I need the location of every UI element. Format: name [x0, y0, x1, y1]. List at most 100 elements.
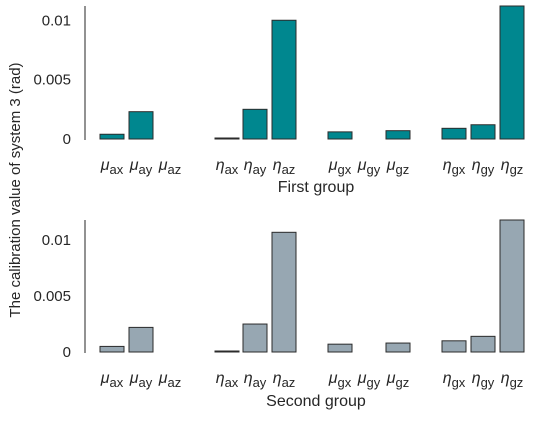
- x-tick-label: ηgx: [443, 370, 466, 390]
- x-tick-subscript: ay: [139, 162, 153, 177]
- x-tick-label: ηay: [244, 370, 267, 390]
- x-tick-symbol: μ: [129, 370, 139, 387]
- x-tick-symbol: η: [501, 157, 510, 174]
- bar-ax-mu: [99, 133, 125, 140]
- x-tick-label: μgz: [386, 370, 410, 390]
- bar-ax-mu: [99, 345, 125, 353]
- x-tick-symbol: μ: [386, 370, 396, 387]
- x-tick-subscript: gz: [396, 162, 410, 177]
- x-tick-subscript: az: [168, 375, 182, 390]
- x-tick-symbol: η: [244, 157, 253, 174]
- x-tick-symbol: μ: [357, 157, 367, 174]
- bar-gy-eta: [470, 335, 496, 353]
- x-tick-symbol: η: [244, 370, 253, 387]
- bar-gx-mu: [327, 131, 353, 140]
- x-tick-symbol: η: [443, 157, 452, 174]
- x-tick-label: ηgz: [501, 157, 524, 177]
- x-tick-symbol: μ: [158, 370, 168, 387]
- x-tick-subscript: gx: [338, 375, 352, 390]
- bar-gz-eta: [499, 219, 525, 353]
- y-tick-label: 0.005: [33, 288, 71, 305]
- x-tick-subscript: ax: [110, 375, 124, 390]
- x-tick-symbol: μ: [357, 370, 367, 387]
- bar-gz-mu: [385, 130, 411, 140]
- x-tick-label: μgx: [328, 157, 352, 177]
- bar-az-eta: [271, 231, 297, 353]
- x-tick-subscript: gx: [452, 162, 466, 177]
- x-tick-label: ηay: [244, 157, 267, 177]
- x-tick-subscript: ax: [225, 162, 239, 177]
- bar-ax-eta: [214, 137, 240, 140]
- y-tick-label: 0: [63, 131, 71, 148]
- x-tick-label: ηax: [216, 370, 239, 390]
- x-tick-symbol: η: [472, 370, 481, 387]
- bar-ay-eta: [242, 323, 268, 353]
- x-tick-subscript: gz: [396, 375, 410, 390]
- x-tick-label: μaz: [158, 370, 182, 390]
- bar-gx-eta: [441, 340, 467, 353]
- x-tick-label: μgz: [386, 157, 410, 177]
- bar-gz-mu: [385, 342, 411, 353]
- x-tick-symbol: η: [273, 157, 282, 174]
- x-tick-subscript: gx: [452, 375, 466, 390]
- x-tick-symbol: μ: [100, 370, 110, 387]
- x-tick-symbol: η: [472, 157, 481, 174]
- x-tick-subscript: gy: [481, 375, 495, 390]
- x-tick-subscript: ay: [253, 375, 267, 390]
- x-tick-subscript: az: [168, 162, 182, 177]
- x-tick-symbol: μ: [158, 157, 168, 174]
- x-tick-subscript: gz: [510, 375, 524, 390]
- bar-ax-eta: [214, 350, 240, 353]
- x-tick-subscript: gx: [338, 162, 352, 177]
- x-tick-subscript: ay: [253, 162, 267, 177]
- x-tick-subscript: ax: [110, 162, 124, 177]
- x-tick-label: μay: [129, 157, 153, 177]
- y-tick-label: 0.01: [42, 232, 71, 249]
- x-tick-label: ηgx: [443, 157, 466, 177]
- x-tick-symbol: η: [216, 157, 225, 174]
- bar-ay-eta: [242, 108, 268, 140]
- x-tick-label: μay: [129, 370, 153, 390]
- x-tick-label: μax: [100, 157, 124, 177]
- bar-ay-mu: [128, 111, 154, 140]
- x-tick-label: μaz: [158, 157, 182, 177]
- x-tick-subscript: gz: [510, 162, 524, 177]
- x-tick-label: μgy: [357, 157, 381, 177]
- y-tick-label: 0.005: [33, 72, 71, 89]
- x-tick-label: ηaz: [273, 370, 296, 390]
- x-tick-symbol: η: [273, 370, 282, 387]
- x-tick-label: ηgy: [472, 370, 495, 390]
- x-tick-symbol: η: [216, 370, 225, 387]
- x-tick-subscript: az: [282, 162, 296, 177]
- bar-gz-eta: [499, 5, 525, 140]
- y-tick-label: 0: [63, 344, 71, 361]
- x-tick-label: μgy: [357, 370, 381, 390]
- bar-ay-mu: [128, 326, 154, 353]
- x-tick-subscript: gy: [367, 162, 381, 177]
- x-tick-subscript: ax: [225, 375, 239, 390]
- x-axis-label: Second group: [266, 393, 366, 410]
- x-tick-symbol: μ: [328, 157, 338, 174]
- x-tick-symbol: μ: [129, 157, 139, 174]
- x-axis-label: First group: [278, 179, 355, 196]
- bar-az-eta: [271, 19, 297, 140]
- x-tick-subscript: gy: [367, 375, 381, 390]
- bar-gx-mu: [327, 343, 353, 353]
- x-tick-subscript: ay: [139, 375, 153, 390]
- bar-gx-eta: [441, 127, 467, 140]
- x-tick-subscript: az: [282, 375, 296, 390]
- x-tick-label: ηgy: [472, 157, 495, 177]
- x-tick-label: ηax: [216, 157, 239, 177]
- x-tick-symbol: μ: [386, 157, 396, 174]
- x-tick-subscript: gy: [481, 162, 495, 177]
- x-tick-label: μax: [100, 370, 124, 390]
- bar-gy-eta: [470, 124, 496, 140]
- y-axis-label: The calibration value of system 3 (rad): [7, 62, 24, 317]
- x-tick-symbol: μ: [100, 157, 110, 174]
- x-tick-symbol: η: [443, 370, 452, 387]
- x-tick-label: μgx: [328, 370, 352, 390]
